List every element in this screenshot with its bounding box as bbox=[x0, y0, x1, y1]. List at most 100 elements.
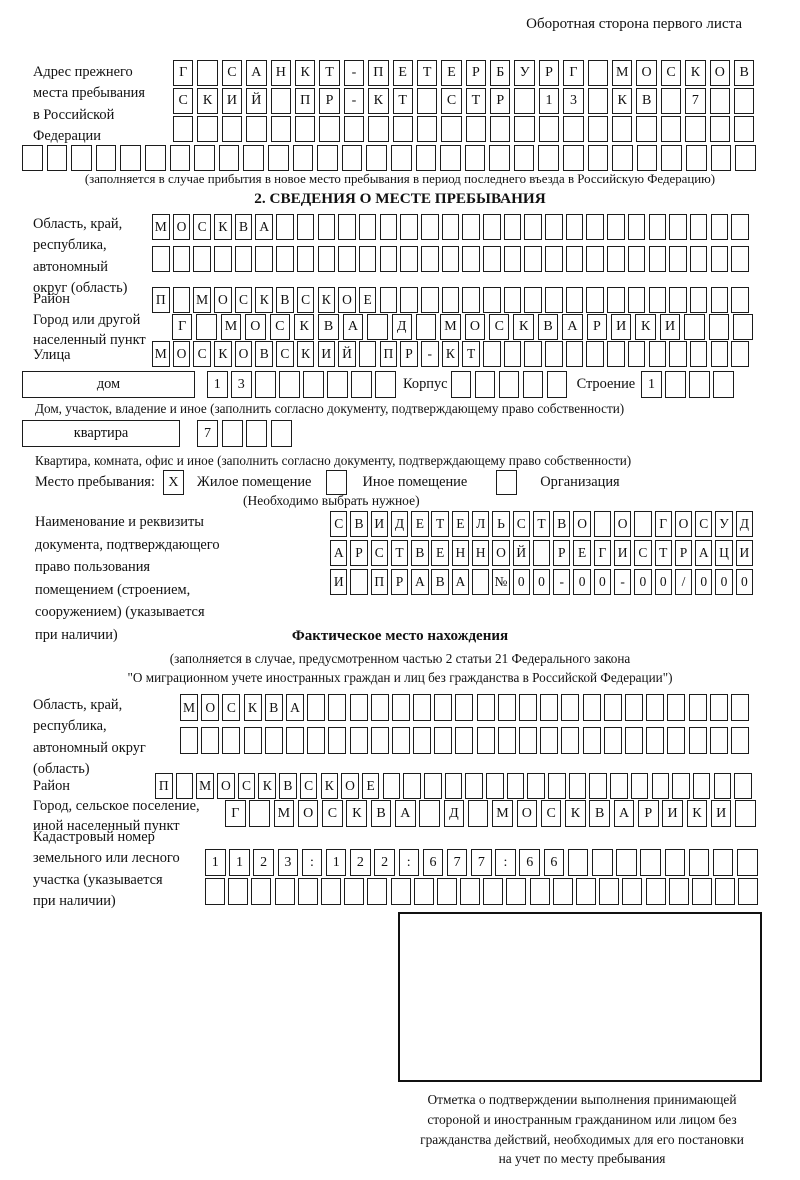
char-cell[interactable]: О bbox=[516, 800, 538, 827]
char-cell[interactable]: Д bbox=[390, 511, 409, 537]
char-cell[interactable]: - bbox=[343, 60, 365, 86]
char-cell[interactable] bbox=[221, 116, 243, 142]
char-cell[interactable] bbox=[344, 878, 365, 905]
char-cell[interactable]: О bbox=[613, 511, 632, 537]
char-cell[interactable] bbox=[327, 371, 348, 398]
char-cell[interactable]: И bbox=[735, 540, 754, 566]
char-cell[interactable]: В bbox=[411, 540, 429, 566]
char-cell[interactable]: С bbox=[234, 287, 253, 313]
char-cell[interactable]: Т bbox=[390, 540, 409, 566]
char-cell[interactable] bbox=[382, 773, 401, 799]
char-cell[interactable] bbox=[467, 800, 489, 827]
char-cell[interactable] bbox=[646, 727, 665, 754]
char-cell[interactable]: О bbox=[297, 800, 319, 827]
char-cell[interactable] bbox=[420, 246, 439, 272]
char-cell[interactable]: - bbox=[613, 569, 632, 595]
char-cell[interactable] bbox=[317, 214, 336, 240]
char-cell[interactable]: С bbox=[269, 314, 290, 340]
char-cell[interactable]: Й bbox=[512, 540, 530, 566]
char-cell[interactable] bbox=[710, 214, 729, 240]
char-cell[interactable] bbox=[545, 246, 563, 272]
char-cell[interactable] bbox=[651, 773, 670, 799]
char-cell[interactable] bbox=[610, 773, 628, 799]
char-cell[interactable] bbox=[390, 878, 411, 905]
char-cell[interactable] bbox=[627, 287, 646, 313]
char-cell[interactable] bbox=[563, 116, 584, 142]
char-cell[interactable]: Е bbox=[431, 540, 449, 566]
char-cell[interactable] bbox=[668, 878, 689, 905]
char-cell[interactable] bbox=[603, 694, 622, 721]
char-cell[interactable]: : bbox=[398, 849, 419, 876]
char-cell[interactable]: Т bbox=[319, 60, 340, 86]
char-cell[interactable] bbox=[685, 116, 706, 142]
char-cell[interactable]: А bbox=[562, 314, 583, 340]
char-cell[interactable] bbox=[349, 694, 368, 721]
char-cell[interactable] bbox=[624, 727, 643, 754]
char-cell[interactable]: К bbox=[214, 341, 232, 367]
char-cell[interactable] bbox=[648, 214, 667, 240]
char-cell[interactable] bbox=[738, 878, 759, 905]
char-cell[interactable] bbox=[607, 214, 625, 240]
char-cell[interactable] bbox=[274, 878, 295, 905]
char-cell[interactable]: К bbox=[243, 694, 262, 721]
char-cell[interactable] bbox=[710, 287, 729, 313]
char-cell[interactable]: Р bbox=[586, 314, 608, 340]
char-cell[interactable] bbox=[513, 145, 535, 171]
char-cell[interactable]: С bbox=[193, 341, 211, 367]
char-cell[interactable] bbox=[524, 214, 542, 240]
char-cell[interactable] bbox=[545, 341, 563, 367]
char-cell[interactable]: К bbox=[612, 88, 633, 114]
char-cell[interactable]: П bbox=[152, 287, 170, 313]
char-cell[interactable] bbox=[317, 246, 336, 272]
char-cell[interactable] bbox=[730, 694, 749, 721]
char-cell[interactable] bbox=[587, 88, 609, 114]
char-cell[interactable] bbox=[586, 214, 605, 240]
char-cell[interactable] bbox=[196, 314, 217, 340]
char-cell[interactable]: И bbox=[659, 314, 681, 340]
char-cell[interactable] bbox=[255, 246, 274, 272]
char-cell[interactable] bbox=[522, 371, 544, 398]
char-cell[interactable] bbox=[519, 727, 537, 754]
char-cell[interactable]: 0 bbox=[593, 569, 612, 595]
char-cell[interactable]: А bbox=[411, 569, 429, 595]
char-cell[interactable] bbox=[450, 371, 472, 398]
char-cell[interactable] bbox=[540, 694, 559, 721]
char-cell[interactable] bbox=[172, 287, 191, 313]
char-cell[interactable] bbox=[307, 694, 326, 721]
char-cell[interactable]: А bbox=[451, 569, 470, 595]
char-cell[interactable] bbox=[587, 60, 609, 86]
char-cell[interactable]: А bbox=[342, 314, 364, 340]
char-cell[interactable]: Е bbox=[441, 60, 462, 86]
char-cell[interactable] bbox=[665, 371, 686, 398]
char-cell[interactable] bbox=[201, 727, 220, 754]
char-cell[interactable] bbox=[222, 727, 241, 754]
char-cell[interactable]: Р bbox=[390, 569, 409, 595]
char-cell[interactable]: Г bbox=[563, 60, 584, 86]
char-cell[interactable]: О bbox=[245, 314, 266, 340]
char-cell[interactable] bbox=[664, 849, 686, 876]
char-cell[interactable] bbox=[593, 511, 612, 537]
char-cell[interactable] bbox=[689, 371, 710, 398]
char-cell[interactable]: С bbox=[330, 511, 348, 537]
char-cell[interactable] bbox=[627, 341, 646, 367]
char-cell[interactable] bbox=[249, 800, 270, 827]
char-cell[interactable] bbox=[462, 246, 480, 272]
char-cell[interactable]: Т bbox=[465, 88, 487, 114]
char-cell[interactable]: П bbox=[379, 341, 398, 367]
char-cell[interactable] bbox=[46, 145, 68, 171]
char-cell[interactable] bbox=[441, 246, 460, 272]
char-cell[interactable]: Р bbox=[553, 540, 571, 566]
char-cell[interactable] bbox=[144, 145, 166, 171]
char-cell[interactable]: О bbox=[492, 540, 510, 566]
char-cell[interactable]: С bbox=[660, 60, 682, 86]
char-cell[interactable] bbox=[460, 878, 481, 905]
char-cell[interactable]: К bbox=[294, 60, 316, 86]
char-cell[interactable] bbox=[688, 727, 707, 754]
char-cell[interactable] bbox=[441, 287, 460, 313]
char-cell[interactable] bbox=[506, 773, 525, 799]
char-cell[interactable] bbox=[734, 773, 752, 799]
char-cell[interactable] bbox=[731, 287, 749, 313]
char-cell[interactable] bbox=[599, 878, 620, 905]
char-cell[interactable] bbox=[434, 694, 453, 721]
char-cell[interactable] bbox=[270, 88, 291, 114]
